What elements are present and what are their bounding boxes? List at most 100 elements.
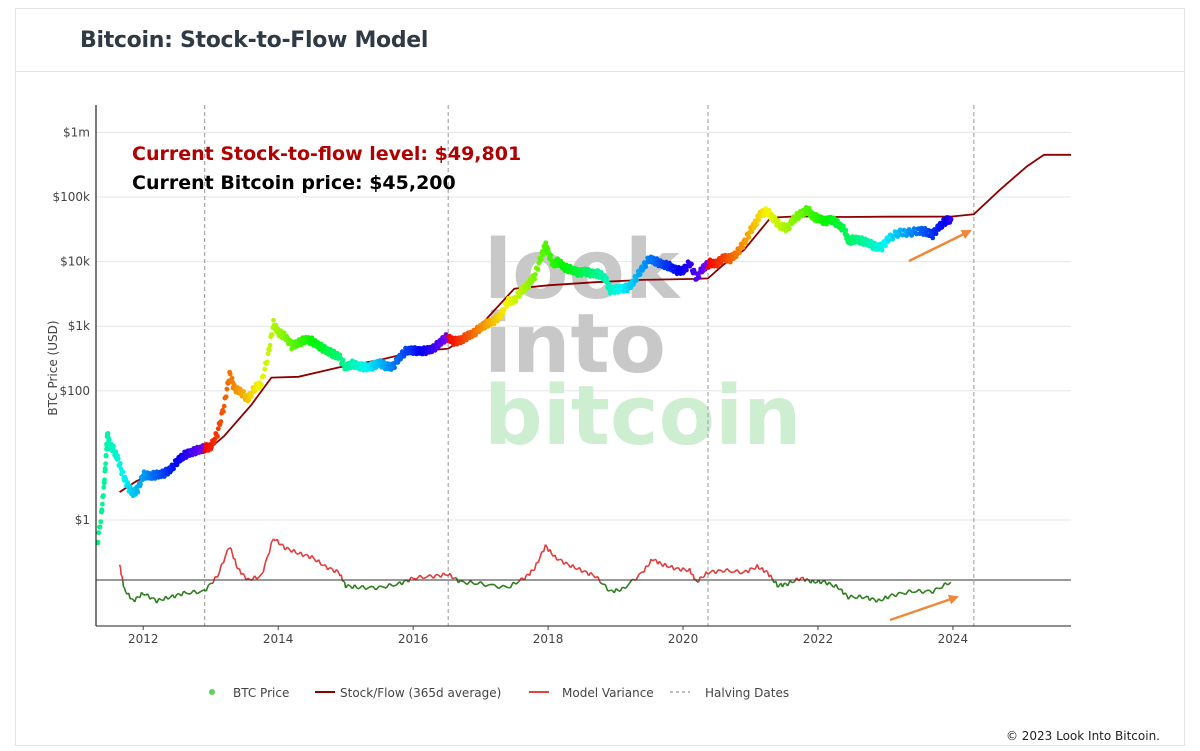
price-marker <box>269 332 275 338</box>
variance-segment <box>146 593 151 600</box>
y-axis-label: BTC Price (USD) <box>46 320 60 415</box>
price-marker <box>473 332 478 338</box>
price-marker <box>100 501 105 507</box>
variance-segment <box>847 594 852 600</box>
variance-segment <box>701 576 705 579</box>
variance-segment <box>282 544 286 551</box>
variance-segment <box>887 595 891 600</box>
price-marker <box>265 351 271 357</box>
variance-segment <box>850 594 855 599</box>
price-marker <box>224 386 230 392</box>
price-marker <box>106 437 112 442</box>
variance-segment <box>775 580 779 588</box>
variance-segment <box>682 567 686 571</box>
variance-segment <box>941 582 946 589</box>
page-title: Bitcoin: Stock-to-Flow Model <box>80 27 429 53</box>
variance-segment <box>515 581 520 585</box>
variance-segment <box>240 572 244 576</box>
price-marker <box>215 434 220 439</box>
variance-segment <box>533 562 538 571</box>
variance-segment <box>718 569 722 572</box>
price-marker <box>498 314 504 320</box>
price-marker <box>115 456 121 462</box>
variance-segment <box>781 582 785 588</box>
price-marker <box>211 440 217 446</box>
variance-segment <box>299 551 304 558</box>
variance-segment <box>167 596 171 600</box>
variance-segment <box>648 558 652 565</box>
variance-segment <box>401 580 405 586</box>
variance-segment <box>643 565 647 573</box>
price-marker <box>96 539 101 545</box>
price-marker <box>886 237 892 243</box>
variance-segment <box>750 567 753 570</box>
variance-segment <box>512 581 517 585</box>
price-marker <box>101 493 106 498</box>
price-marker <box>495 318 500 324</box>
price-marker <box>241 389 247 394</box>
stock-to-flow-series <box>119 153 1071 493</box>
price-marker <box>105 431 111 436</box>
variance-segment <box>415 574 421 580</box>
variance-segment <box>322 564 326 567</box>
price-marker <box>637 272 643 277</box>
price-marker <box>526 284 532 290</box>
variance-segment <box>354 584 358 589</box>
price-marker <box>223 394 229 400</box>
variance-segment <box>752 567 756 571</box>
legend: BTC Price Stock/Flow (365d average) Mode… <box>209 686 789 700</box>
price-marker <box>340 357 346 363</box>
variance-segment <box>537 557 541 563</box>
variance-segment <box>469 580 475 585</box>
variance-segment <box>947 581 952 586</box>
card-header: Bitcoin: Stock-to-Flow Model <box>16 9 1184 72</box>
price-marker <box>171 466 177 472</box>
variance-segment <box>193 589 198 595</box>
variance-segment <box>769 574 774 580</box>
variance-segment <box>530 569 534 572</box>
variance-segment <box>707 571 712 575</box>
variance-segment <box>149 596 153 600</box>
variance-segment <box>889 593 893 597</box>
variance-segment <box>901 592 907 596</box>
price-marker <box>532 276 537 282</box>
variance-segment <box>658 560 662 565</box>
price-marker <box>715 263 720 269</box>
legend-btc-price-marker <box>209 689 215 695</box>
variance-segment <box>174 593 178 599</box>
variance-segment <box>200 589 205 593</box>
price-marker <box>111 443 116 449</box>
price-marker <box>517 294 522 299</box>
price-marker <box>138 481 143 487</box>
variance-segment <box>556 558 560 562</box>
variance-segment <box>160 599 164 602</box>
variance-segment <box>549 549 553 555</box>
legend-stock-flow-label: Stock/Flow (365d average) <box>340 686 501 700</box>
price-marker <box>102 477 107 483</box>
variance-segment <box>607 589 611 592</box>
variance-segment <box>528 569 532 576</box>
variance-segment <box>442 572 447 576</box>
price-marker <box>634 277 639 283</box>
variance-segment <box>645 565 648 568</box>
price-marker <box>535 267 541 272</box>
variance-segment <box>278 543 282 546</box>
variance-segment <box>385 583 391 589</box>
variance-segment <box>302 554 306 558</box>
variance-segment <box>123 587 127 593</box>
variance-segment <box>619 586 624 592</box>
price-marker <box>103 467 108 472</box>
variance-segment <box>158 597 162 601</box>
variance-segment <box>457 579 462 584</box>
price-marker <box>718 260 724 266</box>
x-tick-labels: 2012 2014 2016 2018 2020 2022 2024 <box>128 626 968 646</box>
price-marker <box>227 371 233 377</box>
x-tick-label: 2012 <box>128 632 159 646</box>
variance-segment <box>311 554 315 560</box>
price-marker <box>543 240 549 246</box>
variance-segment <box>720 569 725 574</box>
variance-segment <box>765 569 768 573</box>
price-marker <box>879 247 885 253</box>
price-marker <box>262 366 268 372</box>
price-marker <box>117 461 123 466</box>
